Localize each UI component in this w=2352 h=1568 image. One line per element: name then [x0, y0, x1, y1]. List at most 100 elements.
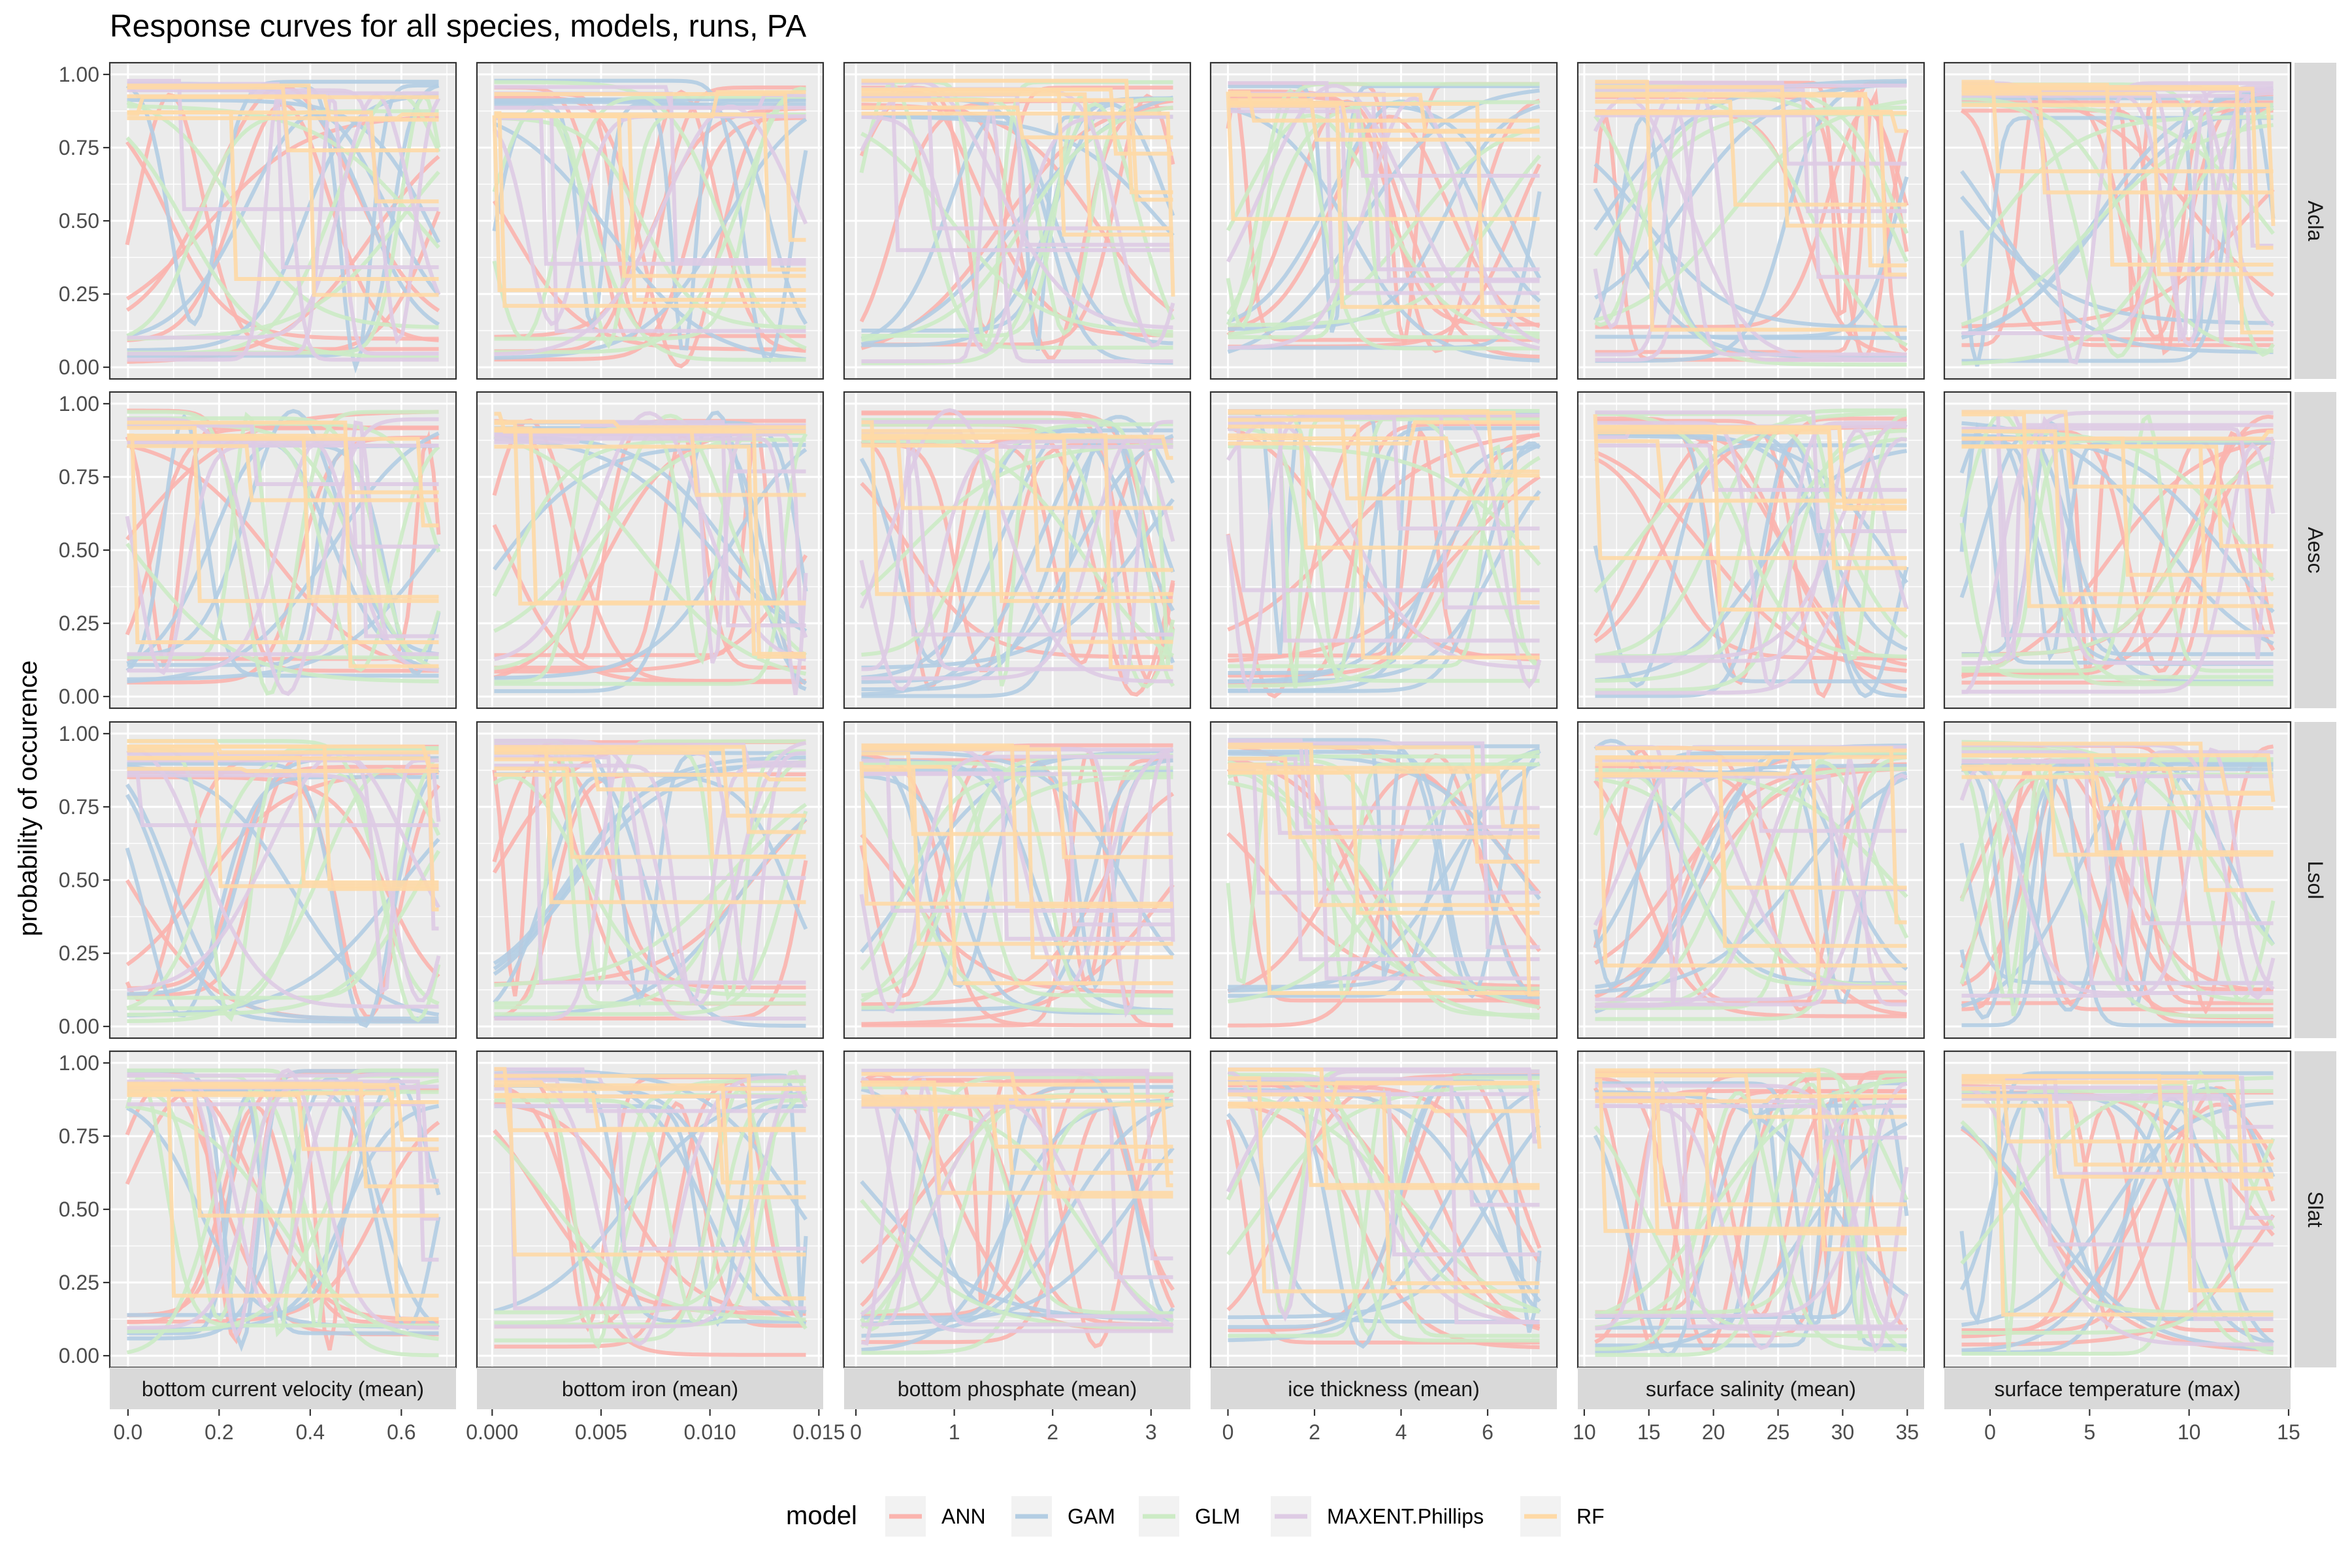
- response-curve-MAXENT.Phillips: [1595, 421, 1907, 691]
- response-curve-RF: [494, 1094, 806, 1184]
- response-curve-GLM: [1595, 768, 1908, 898]
- x-tick-label: 0.005: [575, 1420, 627, 1444]
- x-tick-label: 0.010: [684, 1420, 736, 1444]
- y-tick-label: 0.75: [59, 465, 99, 489]
- x-tick-label: 3: [1145, 1420, 1157, 1444]
- y-tick-label: 0.75: [59, 795, 99, 819]
- response-curve-GLM: [1961, 103, 2274, 359]
- response-curve-RF: [127, 739, 439, 755]
- response-curve-MAXENT.Phillips: [494, 738, 807, 1006]
- row-strip: [2295, 722, 2336, 1038]
- response-curve-RF: [494, 1067, 806, 1132]
- response-curve-RF: [861, 111, 1175, 297]
- response-curve-RF: [1595, 99, 1907, 207]
- panel-border: [1209, 391, 1558, 710]
- legend-item-GAM: GAM: [1011, 1496, 1115, 1537]
- legend-label: MAXENT.Phillips: [1327, 1505, 1484, 1528]
- response-curve-MAXENT.Phillips: [860, 1076, 1173, 1333]
- response-curve-RF: [861, 764, 1173, 985]
- column-strip-label: bottom iron (mean): [562, 1377, 738, 1401]
- response-curve-GAM: [493, 122, 806, 361]
- response-curve-RF: [494, 1093, 806, 1257]
- response-curve-MAXENT.Phillips: [1961, 750, 2274, 982]
- facet-panel-Acla-0: 0.00 0.25 0.50 0.75 1.00: [59, 61, 457, 380]
- x-tick-label: 0: [850, 1420, 862, 1444]
- panel-curves: [125, 1068, 441, 1358]
- response-curve-GLM: [494, 810, 808, 1017]
- panel-border: [1943, 721, 2292, 1039]
- response-curve-RF: [1595, 425, 1907, 612]
- response-curve-MAXENT.Phillips: [1595, 428, 1909, 663]
- y-tick-label: 0.25: [59, 1271, 99, 1294]
- response-curve-GLM: [126, 1088, 439, 1358]
- response-curve-ANN: [125, 770, 439, 966]
- response-curve-RF: [494, 748, 806, 904]
- response-curve-RF: [1595, 91, 1907, 268]
- response-curve-GLM: [860, 1199, 1173, 1331]
- response-curve-GLM: [859, 1075, 1173, 1331]
- response-curve-MAXENT.Phillips: [861, 114, 1173, 354]
- response-curve-ANN: [1961, 108, 2274, 356]
- response-curve-GLM: [1227, 759, 1540, 1020]
- facet-panel-Slat-0: 0.00 0.25 0.50 0.75 1.00 bottom current veloc…: [59, 1050, 457, 1444]
- response-curve-ANN: [1595, 419, 1907, 699]
- response-curve-MAXENT.Phillips: [861, 99, 1173, 363]
- response-curve-ANN: [1226, 764, 1540, 1003]
- response-curve-RF: [127, 1088, 439, 1298]
- response-curve-GLM: [860, 131, 1173, 334]
- response-curve-ANN: [1227, 433, 1540, 632]
- response-curve-MAXENT.Phillips: [1961, 747, 2275, 998]
- response-curve-ANN: [1593, 437, 1908, 692]
- response-curve-GAM: [861, 415, 1175, 696]
- x-tick-label: 4: [1396, 1420, 1407, 1444]
- response-curve-GAM: [1228, 1083, 1541, 1330]
- x-tick-label: 5: [2083, 1420, 2095, 1444]
- response-curve-RF: [1228, 436, 1540, 478]
- y-tick-label: 0.00: [59, 1015, 99, 1038]
- panel-curves: [125, 739, 441, 1028]
- legend-item-MAXENT.Phillips: MAXENT.Phillips: [1271, 1496, 1484, 1537]
- column-strip: [1211, 1367, 1557, 1409]
- y-axis-label: probability of occurence: [14, 661, 42, 936]
- response-curve-GLM: [1228, 154, 1541, 327]
- response-curve-GAM: [1228, 84, 1540, 333]
- y-tick-label: 0.25: [59, 941, 99, 965]
- response-curve-RF: [127, 444, 439, 502]
- legend: model ANN GAM GLM MAXENT.Phillips RF: [786, 1496, 1605, 1537]
- facet-panel-Lsol-1: [476, 721, 825, 1039]
- row-strip: [2295, 392, 2336, 708]
- facet-panels: 0.000.250.500.751.00Acla0.000.250.500.75…: [59, 61, 2336, 1444]
- response-curve-MAXENT.Phillips: [1228, 768, 1540, 895]
- chart-title: Response curves for all species, models,…: [110, 9, 806, 44]
- response-curve-RF: [861, 420, 1173, 596]
- response-curve-MAXENT.Phillips: [494, 743, 806, 985]
- y-tick-label: 1.00: [59, 392, 99, 416]
- legend-label: GLM: [1195, 1505, 1240, 1528]
- x-tick-label: 2: [1309, 1420, 1320, 1444]
- response-curve-RF: [1961, 410, 2274, 489]
- response-curve-RF: [1228, 103, 1540, 309]
- column-strip-label: surface salinity (mean): [1646, 1377, 1856, 1401]
- response-curve-GLM: [1961, 1070, 2274, 1356]
- response-curve-RF: [127, 420, 439, 668]
- response-curve-GAM: [127, 93, 439, 353]
- response-curve-RF: [1961, 742, 2274, 892]
- response-curve-RF: [861, 92, 1173, 231]
- response-curve-GLM: [1595, 1082, 1908, 1357]
- facet-panel-Lsol-5: Lsol: [1943, 721, 2336, 1039]
- facet-panel-Slat-4: surface salinity (mean) 10 15 20 25 30 35: [1573, 1050, 1925, 1444]
- y-tick-label: 0.75: [59, 136, 99, 159]
- y-tick-label: 0.00: [59, 685, 99, 708]
- response-curve-RF: [494, 1080, 806, 1091]
- response-curve-RF: [127, 1092, 439, 1218]
- column-strip: [110, 1367, 456, 1409]
- facet-panel-Acla-4: [1576, 61, 1925, 380]
- panel-border: [476, 391, 825, 710]
- response-curve-RF: [494, 444, 806, 656]
- response-curve-GLM: [125, 136, 439, 360]
- panel-border: [843, 391, 1192, 710]
- column-strip: [1578, 1367, 1924, 1409]
- response-curve-RF: [127, 83, 439, 297]
- facet-panel-Slat-1: bottom iron (mean) 0.000 0.005 0.010 0.015: [466, 1050, 845, 1444]
